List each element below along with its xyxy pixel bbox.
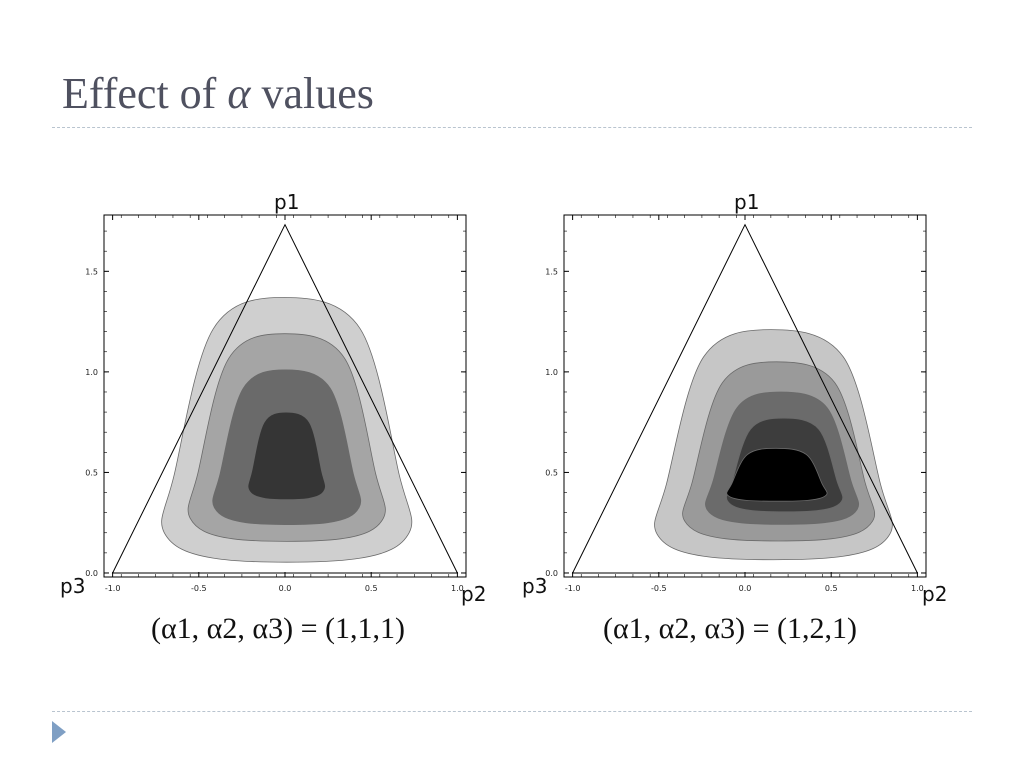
title-suffix: values (250, 69, 374, 118)
x-tick-label: 1.0 (451, 584, 464, 593)
vertex-label-p3: p3 (60, 574, 86, 598)
vertex-label-p2: p2 (922, 582, 948, 606)
vertex-label-p2: p2 (461, 582, 487, 606)
title-divider (52, 127, 972, 128)
alpha-symbol: α (227, 69, 251, 118)
vertex-label-p1: p1 (734, 190, 760, 214)
x-tick-label: -0.5 (651, 584, 667, 593)
y-tick-label: 1.0 (85, 368, 98, 377)
x-tick-label: -1.0 (565, 584, 581, 593)
x-tick-label: 0.5 (825, 584, 838, 593)
y-tick-label: 1.5 (85, 267, 98, 276)
x-tick-label: 0.0 (279, 584, 292, 593)
x-tick-label: 0.5 (365, 584, 378, 593)
y-tick-label: 0.0 (85, 569, 98, 578)
x-tick-label: 1.0 (911, 584, 924, 593)
next-slide-arrow-icon[interactable] (52, 721, 66, 743)
y-tick-label: 0.5 (545, 468, 558, 477)
y-tick-label: 0.5 (85, 468, 98, 477)
chart-svg: -1.0 -0.5 0.0 0.5 1.0 0.0 0.5 1.0 1.5 (545, 214, 927, 593)
x-tick-label: 0.0 (739, 584, 752, 593)
vertex-label-p1: p1 (274, 190, 300, 214)
title-prefix: Effect of (62, 69, 228, 118)
vertex-label-p3: p3 (522, 574, 548, 598)
y-tick-label: 1.5 (545, 267, 558, 276)
dirichlet-plot-111: -1.0 -0.5 0.0 0.5 1.0 0.0 0.5 1.0 1.5 p1 p2 p3 (60, 185, 486, 615)
contour-band-4 (247, 411, 326, 501)
caption-alpha-121: (α1, α2, α3) = (1,2,1) (602, 612, 858, 645)
contour-band-5 (726, 447, 828, 502)
footer-divider (52, 711, 972, 712)
y-tick-label: 0.0 (545, 569, 558, 578)
dirichlet-plot-121: -1.0 -0.5 0.0 0.5 1.0 0.0 0.5 1.0 1.5 p1 p2 p3 (520, 185, 947, 615)
y-tick-label: 1.0 (545, 368, 558, 377)
chart-svg: -1.0 -0.5 0.0 0.5 1.0 0.0 0.5 1.0 1.5 (85, 214, 467, 593)
slide-title: Effect of α values (62, 68, 374, 119)
caption-alpha-111: (α1, α2, α3) = (1,1,1) (150, 612, 406, 645)
x-tick-label: -1.0 (105, 584, 121, 593)
x-tick-label: -0.5 (191, 584, 207, 593)
